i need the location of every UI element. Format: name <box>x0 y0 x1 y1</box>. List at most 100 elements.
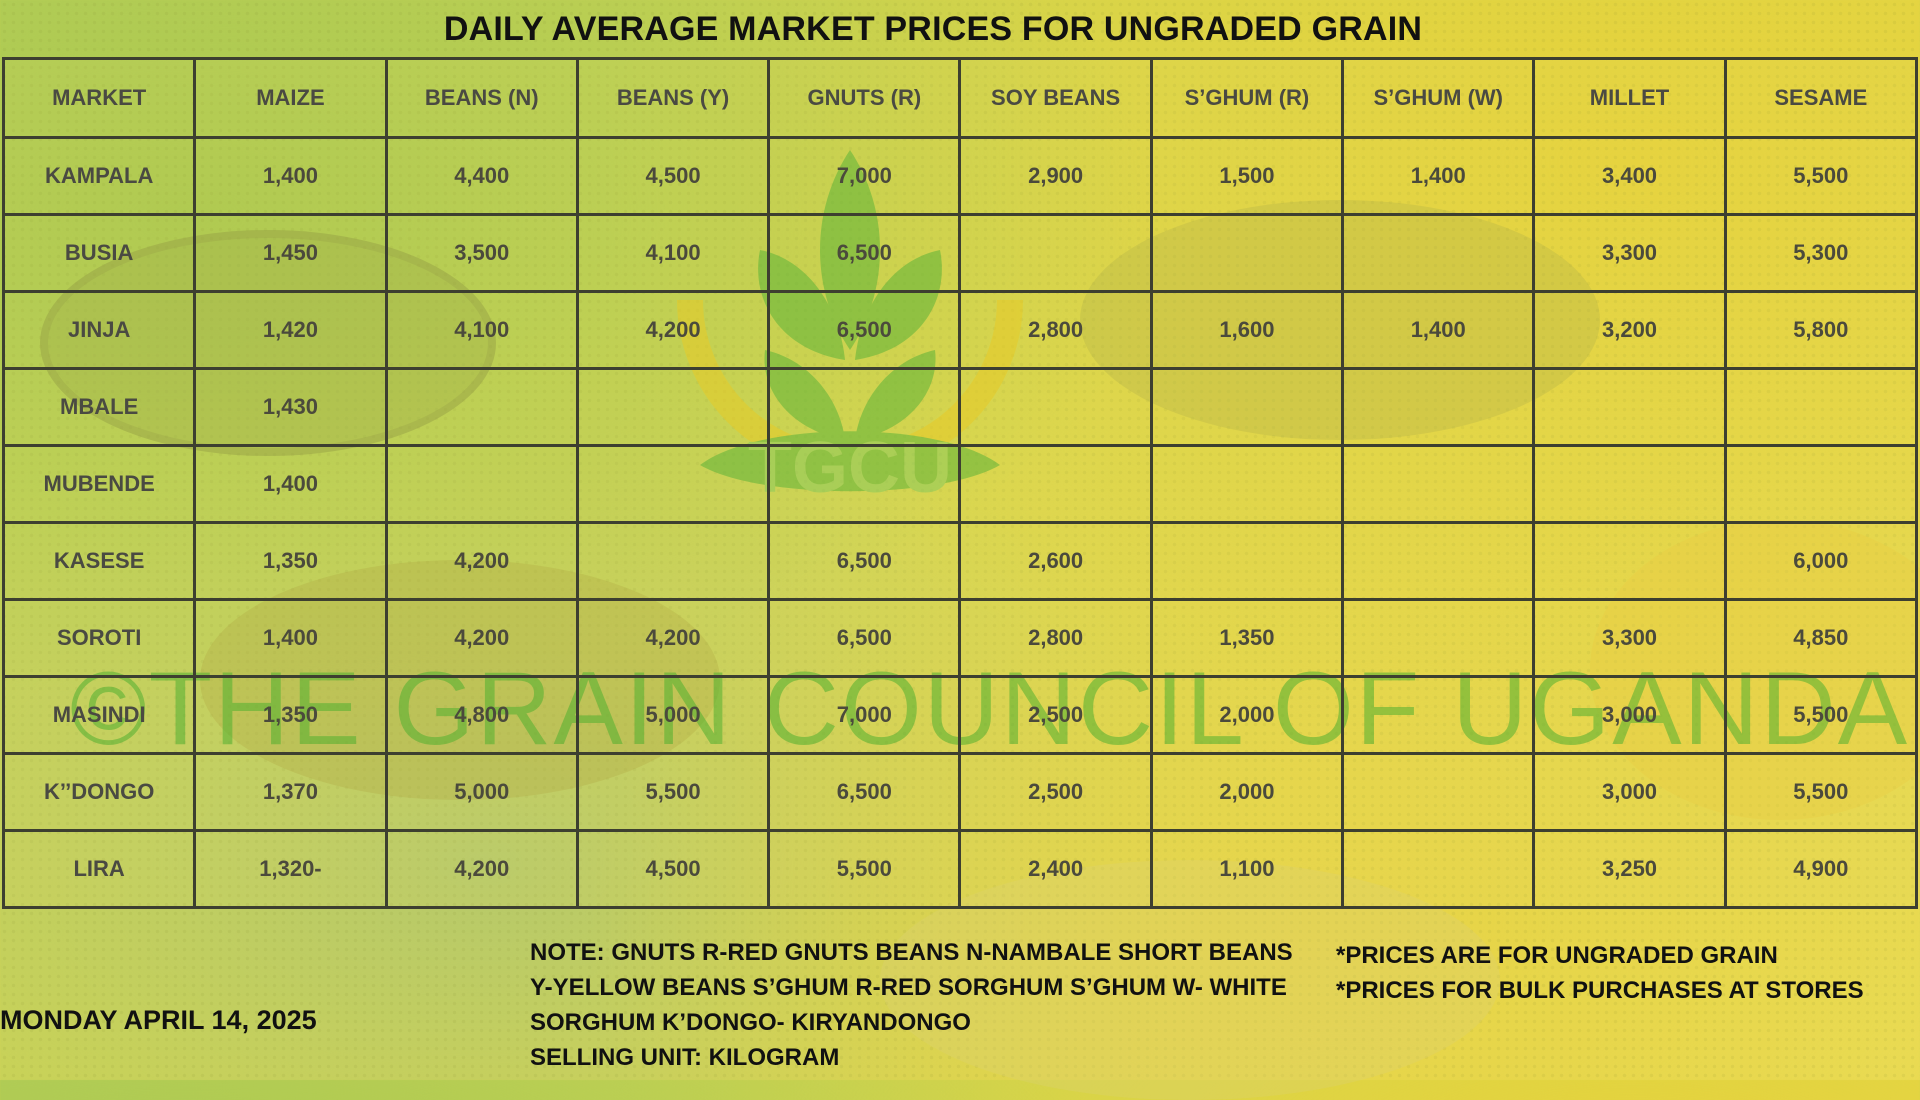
price-cell <box>1341 444 1536 524</box>
abbreviation-notes: NOTE: GNUTS R-RED GNUTS BEANS N-NAMBALE … <box>530 935 1300 1075</box>
table-row: MASINDI 1,350 4,800 5,000 7,000 2,500 2,000 3,0… <box>1 675 1919 755</box>
market-name-cell: SOROTI <box>1 598 197 678</box>
market-name-cell: LIRA <box>1 829 197 909</box>
price-cell: 2,600 <box>958 521 1153 601</box>
price-cell <box>958 213 1153 293</box>
column-header: MARKET <box>1 57 197 139</box>
price-cell <box>1149 213 1345 293</box>
price-cell <box>1723 444 1919 524</box>
report-date: MONDAY APRIL 14, 2025 <box>0 1005 317 1035</box>
price-cell: 4,100 <box>575 213 771 293</box>
price-cell: 1,320- <box>193 829 388 909</box>
price-cell: 6,500 <box>767 290 962 370</box>
column-header: BEANS (N) <box>384 57 579 139</box>
price-cell <box>958 444 1153 524</box>
price-cell: 3,000 <box>1532 675 1727 755</box>
price-cell <box>1341 829 1536 909</box>
price-cell: 6,500 <box>767 752 962 832</box>
column-header: S’GHUM (R) <box>1149 57 1345 139</box>
price-cell: 4,200 <box>384 598 579 678</box>
price-cell: 1,100 <box>1149 829 1345 909</box>
column-header: MILLET <box>1532 57 1727 139</box>
price-cell <box>1341 213 1536 293</box>
price-cell <box>1532 521 1727 601</box>
price-cell <box>1149 521 1345 601</box>
price-cell: 1,350 <box>193 675 388 755</box>
price-cell: 4,500 <box>575 136 771 216</box>
price-cell <box>384 444 579 524</box>
price-cell: 1,450 <box>193 213 388 293</box>
price-cell: 4,400 <box>384 136 579 216</box>
column-header: BEANS (Y) <box>575 57 771 139</box>
table-body: KAMPALA 1,400 4,400 4,500 7,000 2,900 1,500 1,4… <box>1 136 1919 909</box>
price-cell <box>575 521 771 601</box>
price-cell: 6,500 <box>767 598 962 678</box>
price-cell: 5,500 <box>1723 752 1919 832</box>
market-name-cell: KASESE <box>1 521 197 601</box>
price-cell <box>1723 367 1919 447</box>
table-row: JINJA 1,420 4,100 4,200 6,500 2,800 1,600 1,400… <box>1 290 1919 370</box>
price-cell: 5,500 <box>1723 136 1919 216</box>
price-cell: 2,500 <box>958 752 1153 832</box>
column-header: SESAME <box>1723 57 1919 139</box>
table-row: MUBENDE 1,400 <box>1 444 1919 524</box>
price-cell: 3,200 <box>1532 290 1727 370</box>
column-header: MAIZE <box>193 57 388 139</box>
column-header: GNUTS (R) <box>767 57 962 139</box>
disclaimer-line: *PRICES FOR BULK PURCHASES AT STORES <box>1336 977 1864 1004</box>
price-cell: 1,350 <box>1149 598 1345 678</box>
price-cell <box>575 367 771 447</box>
market-name-cell: MBALE <box>1 367 197 447</box>
price-cell <box>1532 444 1727 524</box>
price-cell: 4,800 <box>384 675 579 755</box>
price-cell: 5,500 <box>1723 675 1919 755</box>
price-cell <box>767 444 962 524</box>
price-cell: 1,420 <box>193 290 388 370</box>
price-cell: 6,000 <box>1723 521 1919 601</box>
price-cell: 2,500 <box>958 675 1153 755</box>
page-title: DAILY AVERAGE MARKET PRICES FOR UNGRADED… <box>443 10 1423 48</box>
table-row: BUSIA 1,450 3,500 4,100 6,500 3,300 5,300 <box>1 213 1919 293</box>
price-cell <box>1532 367 1727 447</box>
table-row: KASESE 1,350 4,200 6,500 2,600 6,000 <box>1 521 1919 601</box>
price-cell: 6,500 <box>767 213 962 293</box>
price-cell: 4,200 <box>384 829 579 909</box>
price-cell: 3,250 <box>1532 829 1727 909</box>
note-line: SORGHUM K’DONGO- KIRYANDONGO <box>530 1009 971 1036</box>
price-cell: 1,600 <box>1149 290 1345 370</box>
price-cell: 2,800 <box>958 290 1153 370</box>
price-cell: 5,300 <box>1723 213 1919 293</box>
price-cell: 6,500 <box>767 521 962 601</box>
price-cell: 3,000 <box>1532 752 1727 832</box>
note-line: NOTE: GNUTS R-RED GNUTS BEANS N-NAMBALE … <box>530 939 1293 966</box>
market-name-cell: K’’DONGO <box>1 752 197 832</box>
price-cell: 7,000 <box>767 136 962 216</box>
market-name-cell: MASINDI <box>1 675 197 755</box>
price-cell: 2,800 <box>958 598 1153 678</box>
price-cell: 3,400 <box>1532 136 1727 216</box>
market-name-cell: BUSIA <box>1 213 197 293</box>
market-name-cell: MUBENDE <box>1 444 197 524</box>
column-header: S’GHUM (W) <box>1341 57 1536 139</box>
price-cell: 4,500 <box>575 829 771 909</box>
price-cell: 5,800 <box>1723 290 1919 370</box>
table-row: SOROTI 1,400 4,200 4,200 6,500 2,800 1,350 3,30… <box>1 598 1919 678</box>
market-name-cell: JINJA <box>1 290 197 370</box>
price-cell: 1,400 <box>1341 290 1536 370</box>
price-cell: 1,370 <box>193 752 388 832</box>
price-cell: 3,500 <box>384 213 579 293</box>
price-cell: 3,300 <box>1532 213 1727 293</box>
price-cell <box>384 367 579 447</box>
price-cell: 1,400 <box>193 598 388 678</box>
price-cell: 4,900 <box>1723 829 1919 909</box>
price-cell: 5,500 <box>767 829 962 909</box>
price-cell <box>1149 444 1345 524</box>
price-cell <box>575 444 771 524</box>
table-row: KAMPALA 1,400 4,400 4,500 7,000 2,900 1,500 1,4… <box>1 136 1919 216</box>
price-cell: 3,300 <box>1532 598 1727 678</box>
price-cell: 1,400 <box>1341 136 1536 216</box>
table-header-row: MARKET MAIZE BEANS (N) BEANS (Y) GNUTS (… <box>1 57 1919 139</box>
table-row: LIRA 1,320- 4,200 4,500 5,500 2,400 1,100 3,250… <box>1 829 1919 909</box>
price-cell: 5,000 <box>384 752 579 832</box>
price-cell: 2,000 <box>1149 675 1345 755</box>
